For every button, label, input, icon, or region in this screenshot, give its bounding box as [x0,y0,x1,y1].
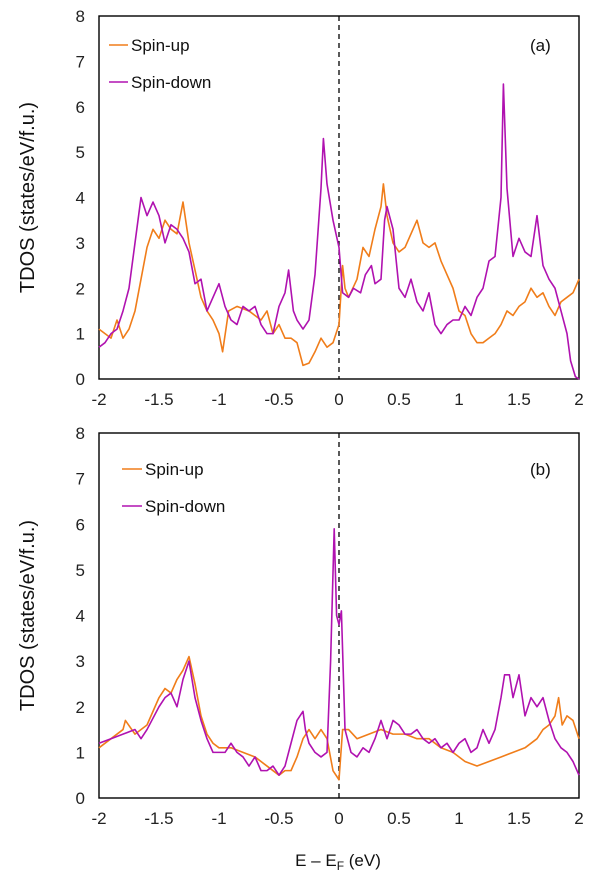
x-axis-label-unit: (eV) [344,851,381,870]
x-axis-label-subscript: F [337,859,344,873]
x-tick-label-b-6: 1 [454,809,463,828]
x-axis-label-main: E – E [295,851,337,870]
x-tick-label-b-5: 0.5 [387,809,411,828]
x-axis-label: E – EF (eV) [295,851,381,873]
series-line-spin-up-b [98,655,580,781]
x-tick-label-a-0: -2 [91,390,106,409]
series-a [98,83,580,380]
y-tick-label-b-1: 1 [76,743,85,762]
x-tick-label-a-5: 0.5 [387,390,411,409]
y-tick-label-b-5: 5 [76,561,85,580]
series-line-spin-down-a [98,83,580,380]
series-b [98,528,580,781]
y-tick-label-a-3: 3 [76,234,85,253]
y-tick-label-a-7: 7 [76,52,85,71]
y-tick-label-b-4: 4 [76,607,85,626]
y-tick-label-b-3: 3 [76,652,85,671]
legend-label-spin-up-b: Spin-up [145,460,204,479]
y-tick-label-a-2: 2 [76,279,85,298]
y-ticks-a: 0 1 2 3 4 5 6 7 8 [76,7,85,389]
x-ticks-b: -2 -1.5 -1 -0.5 0 0.5 1 1.5 2 [91,809,583,828]
x-tick-label-a-8: 2 [574,390,583,409]
legend-label-spin-down-b: Spin-down [145,497,225,516]
legend-item-spin-up-a: Spin-up [109,36,190,55]
x-tick-label-a-3: -0.5 [264,390,293,409]
legend-label-spin-up-a: Spin-up [131,36,190,55]
legend-item-spin-up-b: Spin-up [122,460,204,479]
legend-item-spin-down-a: Spin-down [109,73,211,92]
y-tick-label-a-1: 1 [76,325,85,344]
y-tick-label-b-7: 7 [76,470,85,489]
y-ticks-b: 0 1 2 3 4 5 6 7 8 [76,424,85,808]
series-line-spin-up-a [98,183,580,367]
y-tick-label-a-5: 5 [76,143,85,162]
x-tick-label-b-8: 2 [574,809,583,828]
y-tick-label-a-8: 8 [76,7,85,26]
y-tick-label-a-4: 4 [76,189,85,208]
y-tick-label-b-2: 2 [76,698,85,717]
panel-b: 0 1 2 3 4 5 6 7 8 -2 -1.5 -1 -0.5 0 0.5 1 1.5 2 Spin-up … [17,424,584,873]
x-tick-label-a-1: -1.5 [144,390,173,409]
y-tick-label-b-6: 6 [76,515,85,534]
x-tick-label-b-1: -1.5 [144,809,173,828]
x-tick-label-a-2: -1 [211,390,226,409]
x-tick-label-b-0: -2 [91,809,106,828]
y-axis-label-a: TDOS (states/eV/f.u.) [17,102,39,293]
x-tick-label-b-4: 0 [334,809,343,828]
y-tick-label-b-0: 0 [76,789,85,808]
panel-a: 0 1 2 3 4 5 6 7 8 -2 -1.5 -1 -0.5 0 0.5 1 1.5 2 Spin-up … [17,7,584,409]
x-tick-label-a-7: 1.5 [507,390,531,409]
panel-label-b: (b) [530,460,551,479]
legend-item-spin-down-b: Spin-down [122,497,225,516]
legend-b: Spin-up Spin-down [122,460,225,516]
y-axis-label-b: TDOS (states/eV/f.u.) [17,520,39,711]
x-tick-label-a-4: 0 [334,390,343,409]
legend-label-spin-down-a: Spin-down [131,73,211,92]
x-tick-label-b-7: 1.5 [507,809,531,828]
x-tick-label-b-2: -1 [211,809,226,828]
series-line-spin-down-b [98,528,580,776]
y-tick-label-a-0: 0 [76,370,85,389]
panel-label-a: (a) [530,36,551,55]
x-tick-label-b-3: -0.5 [264,809,293,828]
x-tick-label-a-6: 1 [454,390,463,409]
legend-a: Spin-up Spin-down [109,36,211,92]
x-ticks-a: -2 -1.5 -1 -0.5 0 0.5 1 1.5 2 [91,390,583,409]
y-tick-label-b-8: 8 [76,424,85,443]
y-tick-label-a-6: 6 [76,98,85,117]
